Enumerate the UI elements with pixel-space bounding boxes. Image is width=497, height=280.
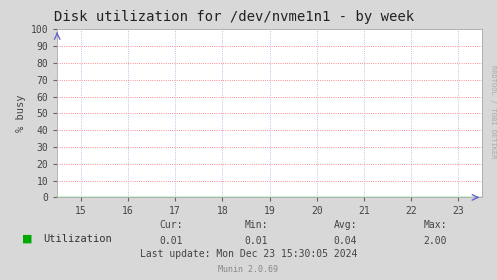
Text: ■: ■ — [22, 234, 33, 244]
Text: Disk utilization for /dev/nvme1n1 - by week: Disk utilization for /dev/nvme1n1 - by w… — [54, 10, 414, 24]
Text: 0.01: 0.01 — [160, 235, 183, 246]
Text: RRDTOOL / TOBI OETIKER: RRDTOOL / TOBI OETIKER — [490, 65, 496, 159]
Text: Max:: Max: — [423, 220, 447, 230]
Text: 0.04: 0.04 — [333, 235, 357, 246]
Text: Munin 2.0.69: Munin 2.0.69 — [219, 265, 278, 274]
Text: Cur:: Cur: — [160, 220, 183, 230]
Text: Last update: Mon Dec 23 15:30:05 2024: Last update: Mon Dec 23 15:30:05 2024 — [140, 249, 357, 259]
Y-axis label: % busy: % busy — [16, 95, 26, 132]
Text: Utilization: Utilization — [43, 234, 112, 244]
Text: 0.01: 0.01 — [244, 235, 268, 246]
Text: Avg:: Avg: — [333, 220, 357, 230]
Text: 2.00: 2.00 — [423, 235, 447, 246]
Text: Min:: Min: — [244, 220, 268, 230]
